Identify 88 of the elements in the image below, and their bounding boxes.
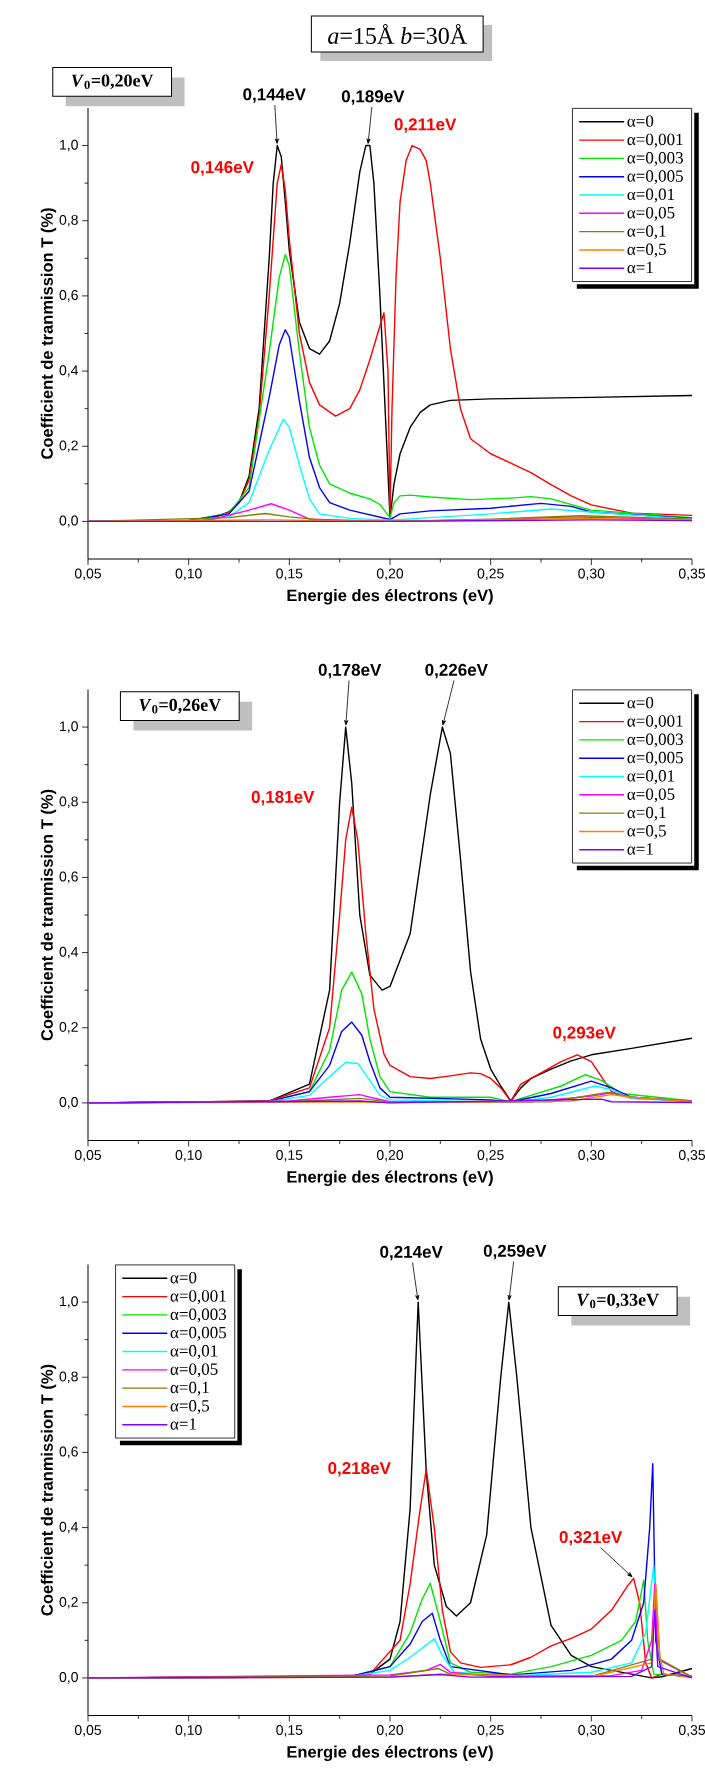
x-tick-label: 0,35 bbox=[678, 1725, 705, 1737]
y-tick-label: 1,0 bbox=[60, 721, 78, 733]
legend-label: α=0,1 bbox=[627, 806, 666, 821]
legend-label: α=0,1 bbox=[170, 1381, 209, 1396]
y-tick-label: 0,0 bbox=[59, 1672, 78, 1684]
x-tick-label: 0,20 bbox=[376, 1150, 404, 1162]
y-tick-label: 1,0 bbox=[60, 139, 78, 152]
x-tick-label: 0,05 bbox=[74, 568, 102, 581]
annotation: 0,218eV bbox=[328, 1462, 391, 1477]
x-tick-label: 0,30 bbox=[578, 1150, 605, 1162]
legend-label: α=0,003 bbox=[627, 733, 683, 748]
annotation: 0,226eV bbox=[425, 663, 488, 679]
annotation: 0,321eV bbox=[559, 1531, 623, 1546]
annotation: 0,189eV bbox=[341, 90, 405, 105]
legend-label: α=0,001 bbox=[627, 133, 683, 148]
y-tick-label: 0,8 bbox=[59, 214, 78, 227]
legend-label: α=0,01 bbox=[170, 1345, 218, 1360]
legend-label: α=0,5 bbox=[627, 243, 666, 258]
x-tick-label: 0,20 bbox=[376, 568, 404, 581]
y-axis-title: Coefficient de tranmission T (%) bbox=[40, 208, 57, 459]
x-tick-label: 0,20 bbox=[376, 1725, 404, 1737]
x-tick-label: 0,05 bbox=[74, 1725, 102, 1737]
y-tick-label: 0,0 bbox=[59, 1097, 78, 1109]
x-tick-label: 0,25 bbox=[477, 1150, 504, 1162]
x-tick-label: 0,10 bbox=[175, 1725, 202, 1737]
y-tick-label: 0,4 bbox=[59, 1521, 79, 1534]
annotation: 0,214eV bbox=[380, 1245, 443, 1261]
x-tick-label: 0,30 bbox=[578, 568, 605, 581]
legend-label: α=0 bbox=[170, 1271, 197, 1284]
legend-label: α=1 bbox=[627, 261, 653, 274]
chart-title: a=15Å b=30Å bbox=[328, 24, 467, 44]
chart-subtitle: V$_{0}$=0,20eV bbox=[71, 74, 154, 90]
legend-label: α=1 bbox=[627, 843, 653, 855]
y-tick-label: 0,6 bbox=[59, 1446, 78, 1459]
legend-label: α=0,5 bbox=[627, 825, 666, 839]
legend-label: α=0,1 bbox=[627, 225, 666, 240]
x-tick-label: 0,05 bbox=[74, 1150, 102, 1162]
y-tick-label: 0,0 bbox=[59, 515, 78, 528]
y-tick-label: 0,2 bbox=[59, 440, 78, 453]
x-tick-label: 0,15 bbox=[276, 1150, 303, 1162]
y-tick-label: 1,0 bbox=[60, 1296, 78, 1308]
y-tick-label: 0,8 bbox=[59, 1371, 78, 1384]
x-axis-title: Energie des électrons (eV) bbox=[287, 588, 493, 605]
x-tick-label: 0,35 bbox=[678, 1150, 705, 1162]
legend-label: α=0,005 bbox=[627, 170, 683, 185]
legend-label: α=0 bbox=[627, 696, 654, 709]
x-tick-label: 0,10 bbox=[175, 1150, 202, 1162]
legend-label: α=0,05 bbox=[170, 1363, 218, 1378]
y-axis-title: Coefficient de tranmission T (%) bbox=[40, 789, 57, 1041]
legend-label: α=0,5 bbox=[170, 1400, 210, 1414]
legend-label: α=0,001 bbox=[627, 715, 683, 730]
text: V$_{0}$=0,33eV bbox=[577, 1293, 659, 1309]
legend-label: α=0,05 bbox=[627, 206, 675, 221]
legend-label: α=0,003 bbox=[627, 152, 683, 166]
y-tick-label: 0,6 bbox=[59, 290, 78, 302]
legend-label: α=0,01 bbox=[627, 770, 675, 785]
annotation: 0,293eV bbox=[553, 1026, 616, 1042]
x-axis-title: Energie des électrons (eV) bbox=[287, 1170, 493, 1187]
legend-label: α=0,01 bbox=[627, 188, 675, 203]
x-tick-label: 0,35 bbox=[678, 568, 705, 581]
x-tick-label: 0,10 bbox=[175, 568, 202, 581]
x-tick-label: 0,15 bbox=[276, 568, 303, 581]
y-tick-label: 0,2 bbox=[59, 1596, 78, 1609]
legend-label: α=0,05 bbox=[627, 788, 675, 803]
x-tick-label: 0,25 bbox=[477, 1725, 504, 1737]
annotation: 0,181eV bbox=[251, 790, 315, 806]
legend-label: α=0,005 bbox=[170, 1326, 227, 1341]
x-tick-label: 0,25 bbox=[477, 568, 504, 581]
annotation: 0,144eV bbox=[243, 88, 306, 103]
annotation: 0,146eV bbox=[191, 161, 254, 176]
legend-label: α=0,005 bbox=[627, 751, 683, 766]
x-tick-label: 0,15 bbox=[276, 1725, 303, 1737]
x-axis-title: Energie des électrons (eV) bbox=[287, 1745, 493, 1762]
legend-label: α=0 bbox=[627, 115, 654, 127]
y-tick-label: 0,4 bbox=[59, 365, 79, 377]
x-tick-label: 0,30 bbox=[578, 1725, 605, 1737]
y-axis-title: Coefficient de tranmission T (%) bbox=[40, 1364, 57, 1616]
annotation: 0,211eV bbox=[394, 118, 457, 133]
legend-label: α=0,001 bbox=[170, 1290, 226, 1305]
y-tick-label: 0,6 bbox=[59, 871, 78, 884]
legend-label: α=0,003 bbox=[170, 1308, 227, 1323]
legend-label: α=1 bbox=[170, 1418, 196, 1430]
y-tick-label: 0,2 bbox=[59, 1021, 78, 1034]
y-tick-label: 0,8 bbox=[59, 796, 78, 809]
chart-subtitle: V$_{0}$=0,26eV bbox=[139, 698, 221, 714]
y-tick-label: 0,4 bbox=[59, 946, 79, 959]
annotation: 0,178eV bbox=[318, 663, 382, 679]
annotation: 0,259eV bbox=[483, 1244, 547, 1260]
